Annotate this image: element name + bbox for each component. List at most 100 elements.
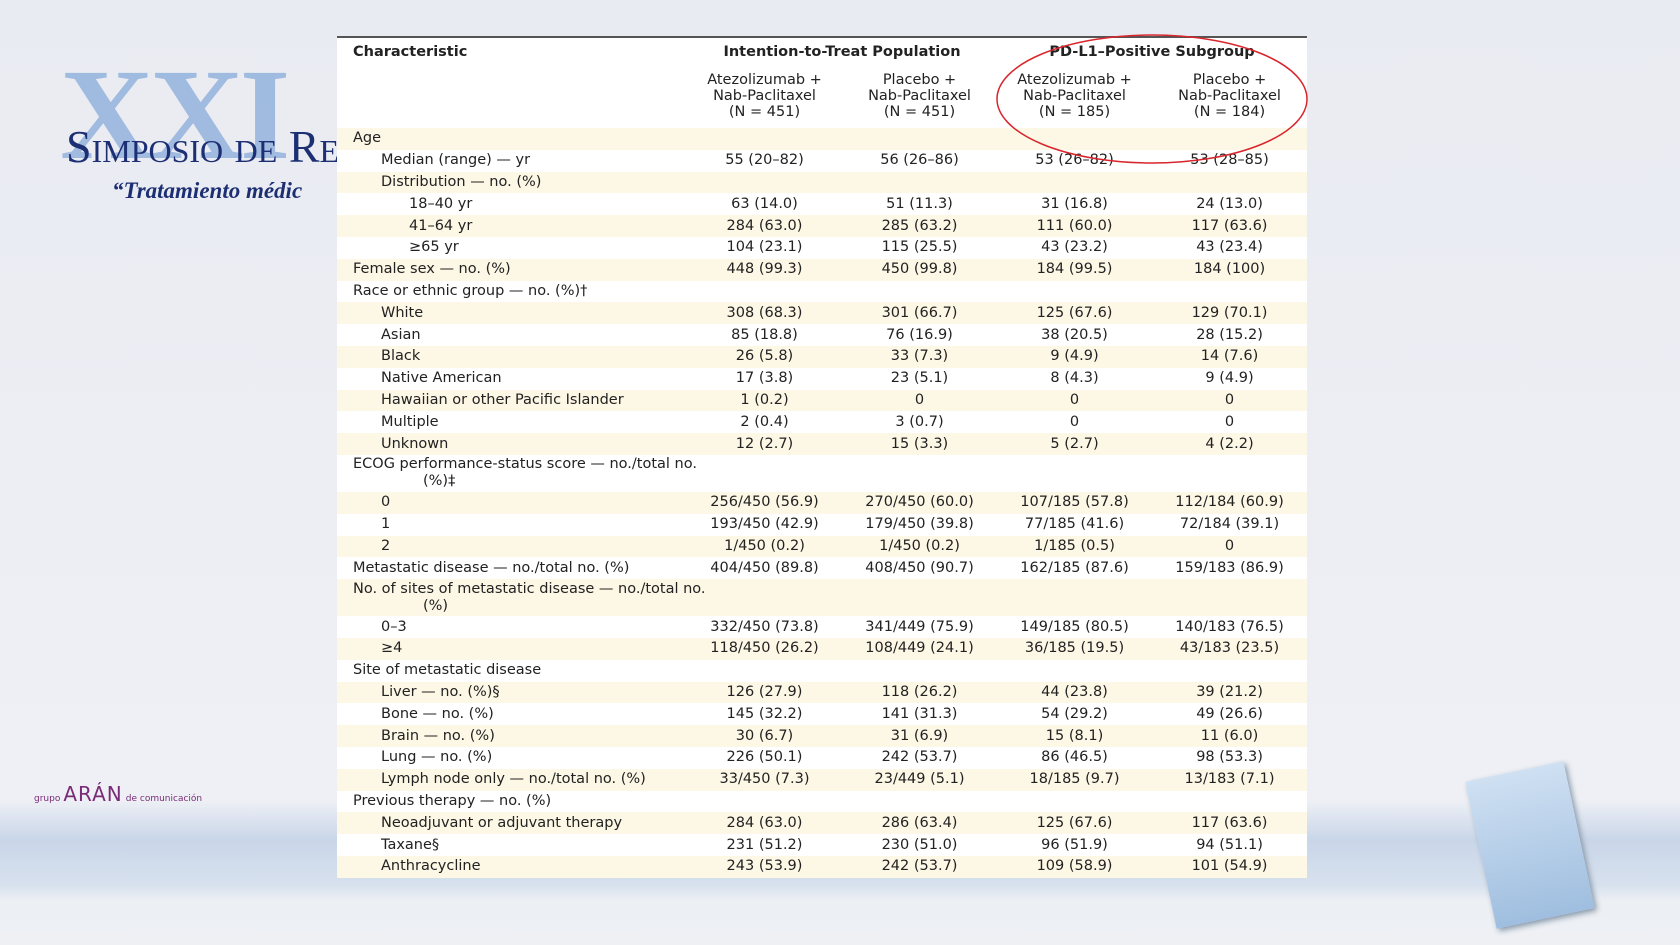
value-cell: 129 (70.1): [1152, 302, 1308, 325]
table-row: 18–40 yr 63 (14.0) 51 (11.3) 31 (16.8) 24 (1…: [337, 193, 1307, 215]
column-header-line: Nab-Paclitaxel: [868, 88, 971, 104]
value-cell: 115 (25.5): [881, 239, 958, 256]
value-cell: 8 (4.3): [1050, 370, 1099, 387]
row-label: 0: [381, 494, 391, 511]
row-label-cell: Native American: [337, 368, 687, 390]
value-cell: 9 (4.9): [997, 345, 1153, 368]
column-header-line: Placebo +: [1192, 72, 1267, 88]
value-cell: 162/185 (87.6): [1020, 559, 1129, 576]
row-label-cell: 0–3: [337, 616, 687, 638]
value-cell: 284 (63.0): [687, 812, 842, 835]
header-cell: Characteristic: [353, 44, 468, 60]
row-label: Median (range) — yr: [381, 152, 531, 169]
row-label: Metastatic disease — no./total no. (%): [353, 559, 630, 576]
value-cell: 55 (20–82): [725, 152, 804, 169]
publisher-logo: grupo ARÁN de comunicación: [34, 782, 202, 806]
column-header-line: Nab-Paclitaxel: [713, 88, 816, 104]
empty-cell: [687, 128, 1308, 150]
row-label-cell: White: [337, 302, 687, 325]
row-label-cell: Lung — no. (%): [337, 747, 687, 769]
empty-cell: [687, 791, 1307, 813]
row-label-cell: 2: [337, 535, 687, 558]
column-header-line: Atezolizumab +: [1017, 72, 1132, 88]
value-cell: 31 (6.9): [842, 725, 998, 747]
row-label: 1: [381, 516, 391, 533]
value-cell: 117 (63.6): [1152, 812, 1308, 835]
column-header-line: (N = 184): [1193, 104, 1266, 120]
value-cell: 76 (16.9): [886, 326, 953, 343]
value-cell: 28 (15.2): [1196, 326, 1263, 343]
table-row: Asian 85 (18.8) 76 (16.9) 38 (20.5) 28 (15.2…: [337, 324, 1307, 346]
row-label-cell: Site of metastatic disease: [337, 660, 687, 682]
row-label-cell: Hawaiian or other Pacific Islander: [337, 389, 687, 412]
value-cell: 242 (53.7): [842, 855, 998, 878]
brochure-image: [1465, 761, 1595, 929]
value-cell: 125 (67.6): [997, 812, 1153, 835]
row-label: Anthracycline: [381, 858, 481, 875]
column-header-line: Nab-Paclitaxel: [1023, 88, 1126, 104]
value-cell: 49 (26.6): [1196, 705, 1263, 722]
table-row: Unknown 12 (2.7) 15 (3.3) 5 (2.7) 4 (2.2): [337, 433, 1308, 455]
row-label-cell: Anthracycline: [337, 855, 687, 878]
value-cell: 24 (13.0): [1196, 195, 1263, 212]
value-cell: 30 (6.7): [687, 725, 842, 747]
row-label: ≥4: [381, 640, 403, 657]
column-header: Atezolizumab + Nab-Paclitaxel (N = 185): [997, 72, 1152, 128]
value-cell: 109 (58.9): [997, 855, 1153, 878]
value-cell: 1/450 (0.2): [842, 535, 998, 558]
value-cell: 243 (53.9): [687, 855, 842, 878]
value-cell: 332/450 (73.8): [710, 618, 819, 635]
value-cell: 117 (63.6): [1152, 215, 1308, 237]
row-label: ≥65 yr: [409, 239, 459, 256]
empty-cell: [687, 660, 1307, 682]
subheader-row: Atezolizumab + Nab-Paclitaxel (N = 451) Pla…: [337, 72, 1307, 128]
table-row: No. of sites of metastatic disease — no.…: [337, 579, 1308, 617]
value-cell: 284 (63.0): [687, 215, 842, 237]
table-row: Lymph node only — no./total no. (%) 33/45…: [337, 768, 1308, 791]
row-label: Distribution — no. (%): [381, 173, 542, 190]
value-cell: 193/450 (42.9): [710, 516, 819, 533]
row-label-cell: Bone — no. (%): [337, 703, 687, 725]
value-cell: 5 (2.7): [997, 433, 1153, 455]
value-cell: 33/450 (7.3): [687, 768, 842, 791]
row-label: Bone — no. (%): [381, 705, 494, 722]
column-header-line: Nab-Paclitaxel: [1178, 88, 1281, 104]
column-header-line: Placebo +: [882, 72, 957, 88]
value-cell: 23 (5.1): [890, 370, 949, 387]
value-cell: 126 (27.9): [687, 681, 842, 704]
column-header-line: (N = 451): [728, 104, 801, 120]
value-cell: 39 (21.2): [1152, 681, 1308, 704]
table-row: 41–64 yr 284 (63.0) 285 (63.2) 111 (60.0) 11…: [337, 215, 1308, 237]
table-row: Black 26 (5.8) 33 (7.3) 9 (4.9) 14 (7.6): [337, 345, 1308, 368]
value-cell: 145 (32.2): [726, 705, 803, 722]
empty-cell: [687, 171, 1308, 194]
row-label: Race or ethnic group — no. (%)†: [353, 282, 588, 299]
table-row: Multiple 2 (0.4) 3 (0.7) 0 0: [337, 411, 1307, 433]
table-row: ECOG performance-status score — no./tota…: [337, 455, 1307, 492]
value-cell: 38 (20.5): [1041, 326, 1108, 343]
slide-title: Simposio de Re: [66, 121, 340, 172]
value-cell: 94 (51.1): [1196, 836, 1263, 853]
table-row: 0 256/450 (56.9) 270/450 (60.0) 107/185 (57…: [337, 491, 1308, 514]
table-row: Median (range) — yr 55 (20–82) 56 (26–86) 5…: [337, 150, 1307, 172]
value-cell: 141 (31.3): [881, 705, 958, 722]
row-label-cell: Distribution — no. (%): [337, 171, 687, 194]
value-cell: 448 (99.3): [687, 258, 842, 281]
row-label: 41–64 yr: [409, 217, 473, 234]
value-cell: 43 (23.4): [1196, 239, 1263, 256]
table-row: ≥65 yr 104 (23.1) 115 (25.5) 43 (23.2) 43 (2…: [337, 237, 1307, 259]
value-cell: 256/450 (56.9): [687, 491, 842, 514]
row-label: Lung — no. (%): [381, 749, 493, 766]
value-cell: 53 (28–85): [1190, 152, 1269, 169]
value-cell: 118/450 (26.2): [687, 637, 842, 660]
column-header-line: (N = 185): [1038, 104, 1111, 120]
row-label: ECOG performance-status score — no./tota…: [353, 456, 697, 490]
value-cell: 1 (0.2): [687, 389, 842, 412]
row-label-cell: Age: [337, 128, 687, 150]
empty-cell: [687, 579, 1308, 617]
value-cell: 85 (18.8): [731, 326, 798, 343]
value-cell: 72/184 (39.1): [1179, 516, 1280, 533]
row-label-cell: Neoadjuvant or adjuvant therapy: [337, 812, 687, 835]
value-cell: 18/185 (9.7): [997, 768, 1153, 791]
